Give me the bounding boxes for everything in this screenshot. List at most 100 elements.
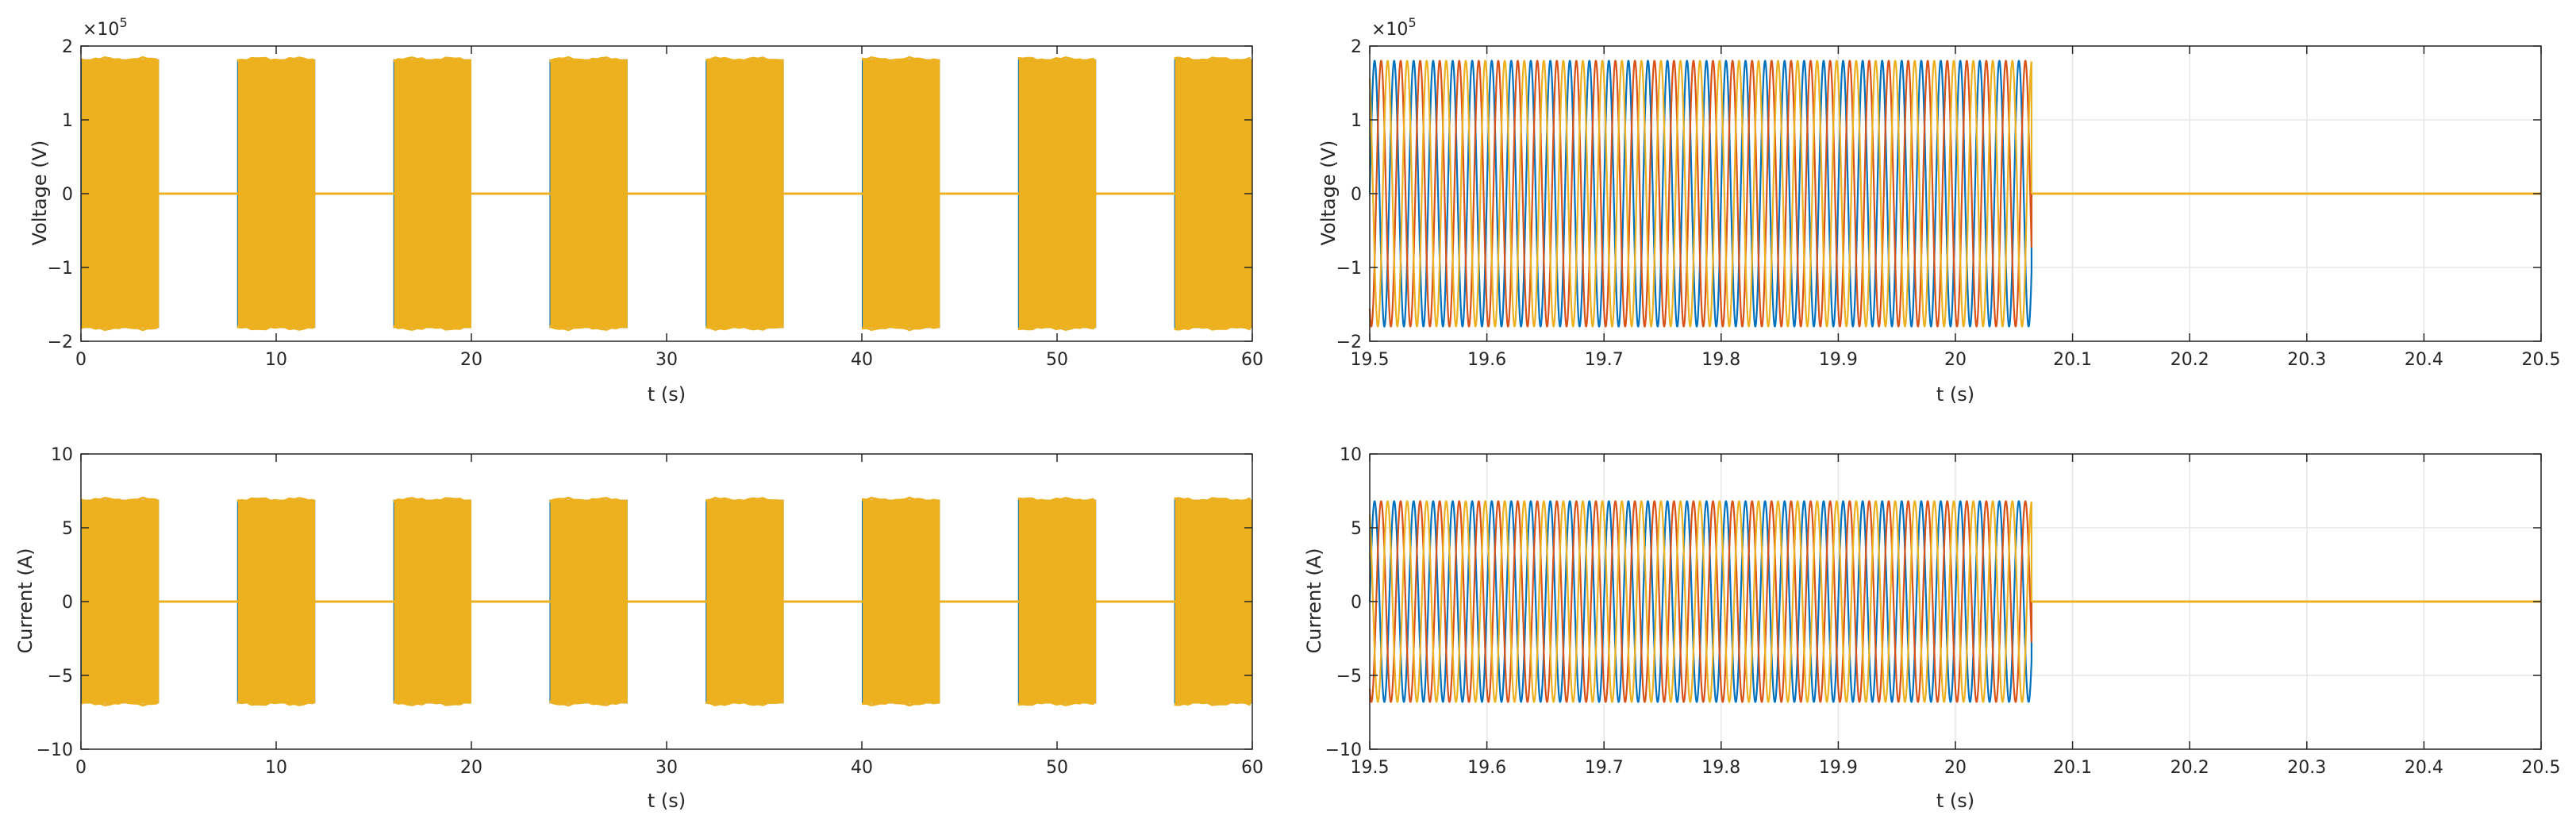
- x-tick-label: 19.6: [1467, 758, 1506, 778]
- y-ticks-current-overview: −10 −5 0 5 10: [37, 445, 1252, 760]
- burst-envelope-top: [706, 56, 782, 63]
- x-tick-label: 20.2: [2170, 758, 2209, 778]
- burst-envelope-bottom: [706, 325, 782, 331]
- x-tick-label: 20.1: [2053, 350, 2092, 370]
- x-tick-label: 20.5: [2522, 758, 2561, 778]
- burst-envelope-bottom: [1017, 325, 1094, 331]
- y-tick-label: −1: [48, 259, 73, 279]
- plot-area-voltage-zoom: [1368, 45, 2542, 342]
- burst-envelope-bottom: [236, 325, 313, 331]
- y-exponent-label: ×105: [1371, 15, 1417, 40]
- x-tick-label: 20: [1944, 350, 1967, 370]
- burst-envelope-top: [80, 496, 158, 503]
- y-tick-label: −5: [1336, 667, 1362, 686]
- panel-current-zoom: 19.5 19.6 19.7 19.8 19.9 20 20.1 20.2 20.3 20.4 20…: [1303, 445, 2560, 812]
- x-tick-label: 0: [75, 758, 87, 778]
- plot-area-voltage-overview: [80, 45, 1253, 342]
- x-tick-label: 40: [851, 758, 873, 778]
- y-tick-label: 0: [62, 593, 73, 613]
- burst-envelope-top: [706, 496, 782, 503]
- y-tick-label: 0: [62, 185, 73, 205]
- burst-envelope-top: [1017, 496, 1094, 503]
- y-tick-label: −5: [48, 667, 73, 686]
- y-tick-label: 0: [1351, 593, 1362, 613]
- series-phase-a: [1368, 500, 2033, 703]
- x-tick-label: 19.5: [1351, 350, 1390, 370]
- burst-envelope-top: [1017, 56, 1094, 63]
- y-axis-label: Current (A): [1303, 548, 1325, 654]
- y-tick-label: 10: [1340, 445, 1362, 465]
- x-tick-label: 20.1: [2053, 758, 2092, 778]
- burst-envelope-bottom: [1017, 700, 1094, 707]
- x-tick-label: 50: [1046, 758, 1068, 778]
- x-tick-label: 40: [851, 350, 873, 370]
- burst-envelope-bottom: [706, 700, 782, 707]
- x-tick-label: 20.4: [2405, 758, 2443, 778]
- y-ticks-voltage-zoom: −2 −1 0 1 2: [1336, 37, 2541, 352]
- y-tick-label: 10: [51, 445, 73, 465]
- x-tick-label: 20.3: [2287, 758, 2326, 778]
- burst-envelope-bottom: [861, 325, 939, 332]
- x-axis-label: t (s): [648, 383, 686, 406]
- y-tick-label: 5: [62, 519, 73, 539]
- y-tick-label: −2: [48, 333, 73, 352]
- x-tick-label: 19.8: [1701, 350, 1740, 370]
- x-tick-label: 10: [265, 758, 287, 778]
- x-tick-label: 0: [75, 350, 87, 370]
- x-tick-label: 20.5: [2522, 350, 2561, 370]
- y-tick-label: −10: [37, 740, 73, 760]
- y-axis-label: Voltage (V): [29, 140, 51, 246]
- x-tick-label: 19.7: [1585, 758, 1624, 778]
- x-tick-label: 20.3: [2287, 350, 2326, 370]
- y-axis-label: Current (A): [14, 548, 37, 654]
- x-tick-label: 20: [460, 350, 483, 370]
- burst-envelope-bottom: [1174, 325, 1251, 331]
- plot-area-current-overview: [80, 453, 1253, 750]
- x-axis-label: t (s): [648, 790, 686, 812]
- burst-envelope-bottom: [236, 701, 313, 706]
- y-tick-label: −1: [1336, 259, 1362, 279]
- burst-envelope-bottom: [1174, 700, 1251, 706]
- x-tick-label: 20: [1944, 758, 1967, 778]
- y-ticks-voltage-overview: −2 −1 0 1 2: [48, 37, 1252, 352]
- burst-envelope-top: [1174, 56, 1251, 63]
- x-ticks-voltage-zoom: 19.5 19.6 19.7 19.8 19.9 20 20.1 20.2 20.3 20.4 20…: [1351, 46, 2561, 370]
- burst-envelope-bottom: [548, 325, 626, 332]
- series-phase-a: [1368, 60, 2033, 328]
- series-phase-c: [1368, 500, 2033, 703]
- y-ticks-current-zoom: −10 −5 0 5 10: [1325, 445, 2541, 760]
- y-tick-label: −10: [1325, 740, 1362, 760]
- burst-envelope-top: [861, 56, 939, 63]
- burst-envelope-bottom: [80, 700, 158, 707]
- x-tick-label: 20: [460, 758, 483, 778]
- x-tick-label: 10: [265, 350, 287, 370]
- y-exponent-label: ×105: [83, 15, 128, 40]
- burst-envelope-bottom: [393, 700, 470, 706]
- x-tick-label: 19.9: [1819, 350, 1858, 370]
- burst-envelope-top: [236, 56, 313, 62]
- burst-envelope-bottom: [861, 700, 939, 707]
- x-ticks-voltage-overview: 0 10 20 30 40 50 60: [75, 46, 1263, 370]
- x-tick-label: 19.8: [1701, 758, 1740, 778]
- x-tick-label: 20.2: [2170, 350, 2209, 370]
- y-tick-label: 1: [62, 111, 73, 131]
- y-tick-label: 0: [1351, 185, 1362, 205]
- x-tick-label: 19.7: [1585, 350, 1624, 370]
- x-tick-label: 19.5: [1351, 758, 1390, 778]
- x-axis-label: t (s): [1936, 790, 1974, 812]
- panel-voltage-zoom: 19.5 19.6 19.7 19.8 19.9 20 20.1 20.2 20.3 20.4 20…: [1317, 15, 2560, 406]
- burst-envelope-top: [80, 56, 158, 63]
- x-tick-label: 60: [1241, 350, 1263, 370]
- plot-area-current-zoom: [1368, 453, 2542, 750]
- x-tick-label: 19.6: [1467, 350, 1506, 370]
- x-tick-label: 50: [1046, 350, 1068, 370]
- burst-envelope-top: [1174, 497, 1251, 503]
- y-tick-label: 5: [1351, 519, 1362, 539]
- y-tick-label: 1: [1351, 111, 1362, 131]
- x-tick-label: 20.4: [2405, 350, 2443, 370]
- burst-envelope-top: [548, 56, 626, 63]
- burst-envelope-bottom: [393, 325, 470, 331]
- panel-current-overview: 0 10 20 30 40 50 60 −10 −5 0 5 10 t (s) Current (A…: [14, 445, 1263, 812]
- burst-envelope-bottom: [80, 325, 158, 332]
